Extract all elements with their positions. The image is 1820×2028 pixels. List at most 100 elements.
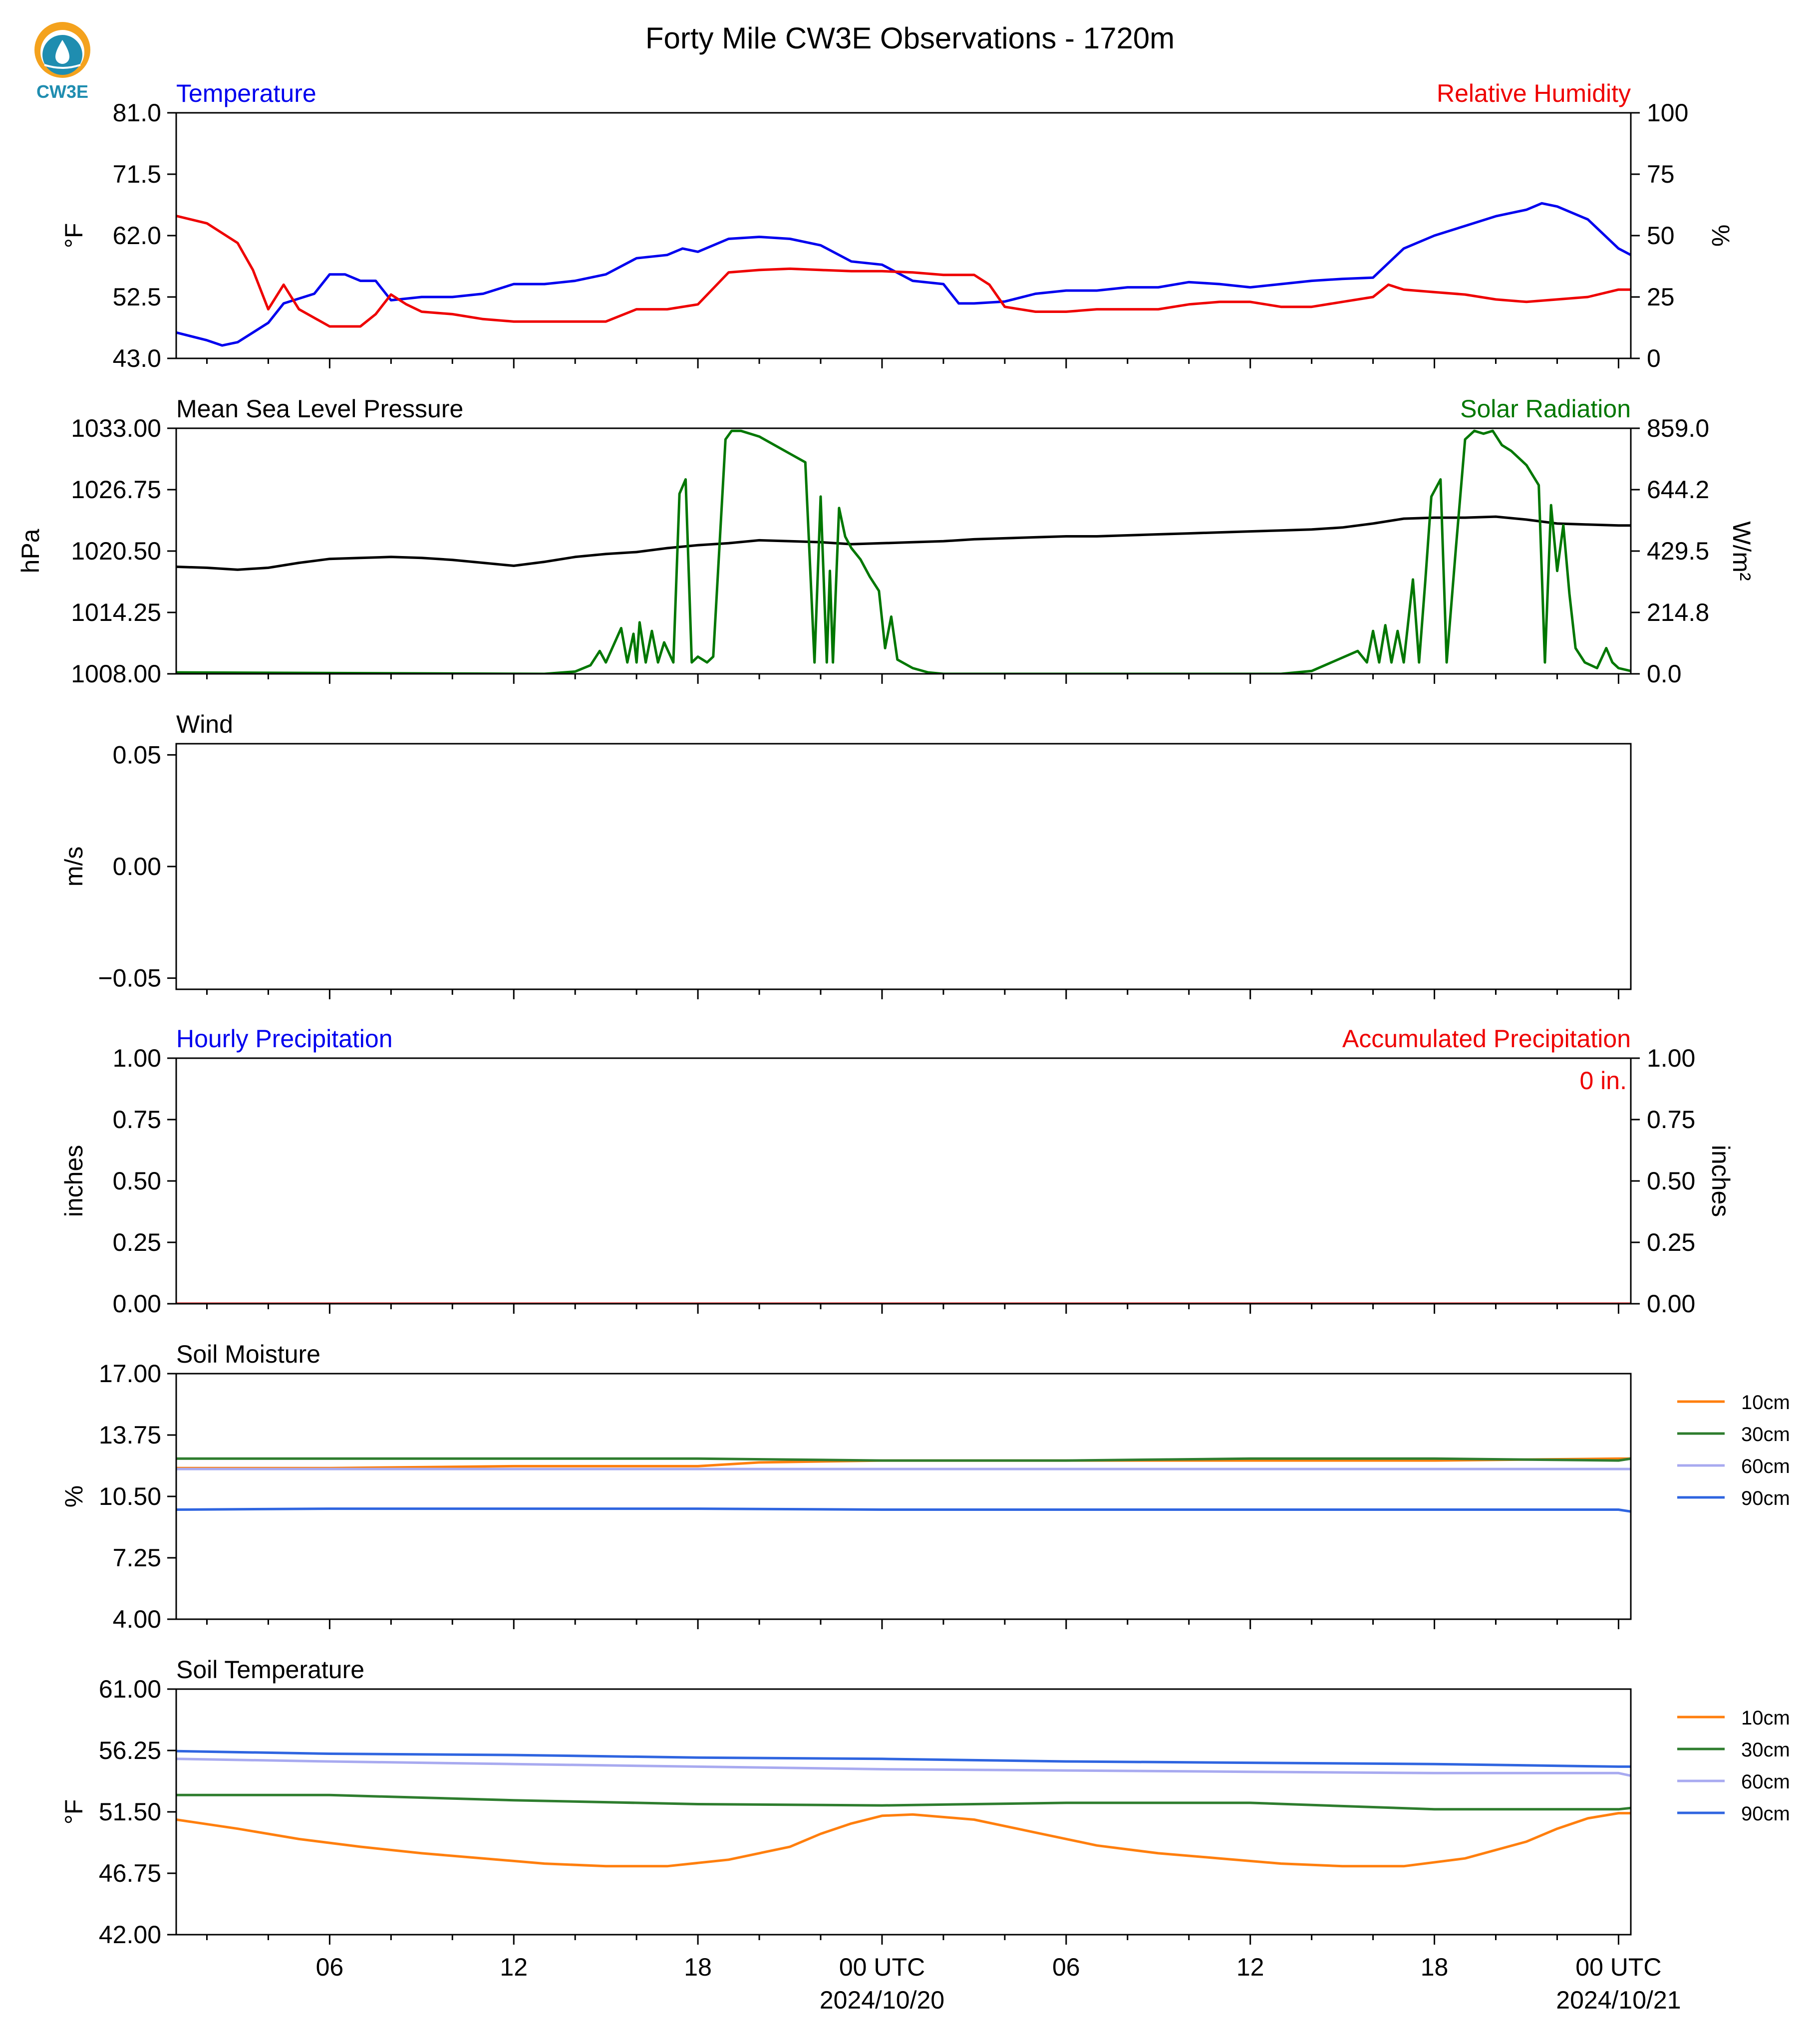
x-tick-label: 00 UTC [839,1953,925,1981]
panel-title: Wind [176,710,233,738]
y-tick-label: 0.00 [113,1290,161,1318]
series-line-temperature [176,202,1631,347]
y-tick-label-right: 100 [1647,99,1688,127]
logo-drop-icon [55,40,69,64]
plot-frame [175,743,1632,990]
legend-label: 90cm [1741,1803,1790,1825]
legend-label: 30cm [1741,1424,1790,1446]
cw3e-logo: CW3E [34,22,90,102]
panel-title: Hourly Precipitation [176,1025,393,1053]
panel-title: Soil Moisture [176,1340,320,1368]
y-tick-label-right: 0.75 [1647,1106,1695,1134]
panel-title-right: Relative Humidity [1437,79,1631,107]
legend-label: 30cm [1741,1739,1790,1761]
series-line-90cm [176,1749,1631,1768]
y-tick-label: 52.5 [113,283,161,311]
y-tick-label-right: 1.00 [1647,1044,1695,1072]
legend-label: 60cm [1741,1455,1790,1477]
y-axis-label: hPa [16,529,44,573]
y-tick-label: 0.05 [113,741,161,769]
panel-wind: −0.05 0.00 0.05 Wind m/s [60,710,1632,999]
y-tick-label: 81.0 [113,99,161,127]
panel-mean-sea-level-pressure: 1008.00 1014.25 1020.50 1026.75 1033.00 0.0 21… [16,395,1756,688]
y-tick-label: 4.00 [113,1605,161,1633]
series-line-30cm [176,1793,1631,1811]
x-tick-label: 18 [1421,1953,1449,1981]
y-tick-label-right: 644.2 [1647,476,1709,504]
y-tick-label: 13.75 [99,1421,161,1449]
y-tick-label: 56.25 [99,1737,161,1764]
y-axis-label: % [60,1485,88,1507]
x-tick-label: 12 [1236,1953,1264,1981]
y-tick-label-right: 0.0 [1647,660,1682,688]
y-tick-label: 46.75 [99,1859,161,1887]
y-tick-label: 17.00 [99,1360,161,1388]
logo-text: CW3E [36,81,88,102]
y-tick-label: 1033.00 [71,414,161,442]
y-axis-label: °F [60,1799,88,1825]
accumulated-total-label: 0 in. [1579,1067,1627,1095]
legend-label: 90cm [1741,1487,1790,1509]
x-tick-date-label: 2024/10/20 [820,1986,944,2014]
legend-label: 10cm [1741,1392,1790,1414]
y-tick-label: 7.25 [113,1544,161,1572]
y-tick-label: 0.50 [113,1167,161,1195]
legend-label: 10cm [1741,1707,1790,1729]
plot-frame [175,1688,1632,1936]
series-line-90cm [176,1507,1631,1513]
panel-title: Mean Sea Level Pressure [176,395,463,423]
y-tick-label: 10.50 [99,1482,161,1510]
series-line-relative-humidity [176,215,1631,328]
series-line-60cm [176,1757,1631,1777]
y-tick-label: 0.75 [113,1106,161,1134]
panel-soil-moisture: 4.00 7.25 10.50 13.75 17.00 Soil Moisture% 10c… [60,1340,1790,1633]
y-tick-label: −0.05 [98,964,161,992]
y-tick-label: 1014.25 [71,598,161,626]
y-tick-label: 71.5 [113,160,161,188]
plot-frame [175,1373,1632,1620]
y-tick-label-right: 75 [1647,160,1675,188]
y-tick-label: 51.50 [99,1798,161,1826]
panel-title-right: Solar Radiation [1460,395,1631,423]
plot-frame [175,1057,1632,1305]
panel-title: Soil Temperature [176,1656,364,1684]
plot-frame [175,112,1632,359]
y-tick-label: 62.0 [113,222,161,250]
y-tick-label: 43.0 [113,344,161,372]
y-tick-label: 1026.75 [71,476,161,504]
x-tick-label: 06 [1052,1953,1080,1981]
plot-frame [175,427,1632,675]
y-tick-label-right: 0 [1647,344,1661,372]
y-tick-label-right: 214.8 [1647,598,1709,626]
y-tick-label: 1.00 [113,1044,161,1072]
y-tick-label: 1008.00 [71,660,161,688]
y-axis-label-right: % [1707,225,1735,247]
series-line-30cm [176,1457,1631,1462]
y-tick-label: 61.00 [99,1675,161,1703]
series-line-mean-sea-level-pressure [176,515,1631,571]
y-tick-label-right: 25 [1647,283,1675,311]
figure-title: Forty Mile CW3E Observations - 1720m [645,21,1175,55]
legend-label: 60cm [1741,1771,1790,1793]
y-tick-label: 0.00 [113,853,161,880]
y-axis-label-right: W/m² [1728,521,1756,580]
y-tick-label: 0.25 [113,1228,161,1256]
y-tick-label-right: 429.5 [1647,537,1709,565]
y-tick-label-right: 0.00 [1647,1290,1695,1318]
y-axis-label: m/s [60,847,88,887]
y-tick-label-right: 859.0 [1647,414,1709,442]
series-line-10cm [176,1812,1631,1868]
x-tick-label: 06 [316,1953,344,1981]
y-axis-label-right: inches [1707,1145,1735,1217]
panel-title-right: Accumulated Precipitation [1342,1025,1631,1053]
series-line-solar-radiation [176,429,1631,674]
panel-hourly-precipitation: 0.00 0.25 0.50 0.75 1.00 0.00 0.25 0.50 0.75 1.00… [60,1025,1735,1318]
x-tick-label: 12 [500,1953,528,1981]
x-tick-date-label: 2024/10/21 [1556,1986,1681,2014]
y-tick-label-right: 0.50 [1647,1167,1695,1195]
x-tick-label: 18 [684,1953,712,1981]
y-tick-label-right: 50 [1647,222,1675,250]
y-tick-label: 42.00 [99,1921,161,1949]
panel-title: Temperature [176,79,316,107]
